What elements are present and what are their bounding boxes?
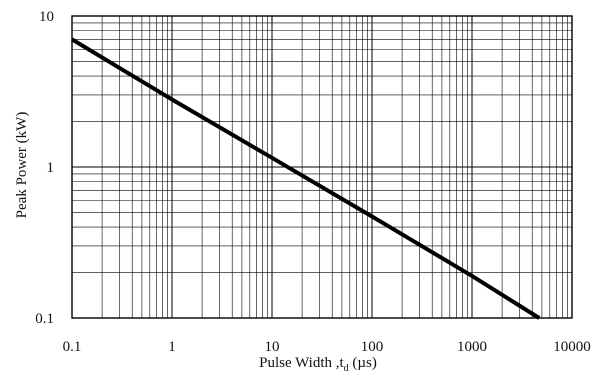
grid <box>72 16 572 318</box>
x-axis-label-subscript: d <box>344 363 349 374</box>
x-axis-label-unit: (µs) <box>349 355 377 371</box>
x-axis-label: Pulse Width ,td (µs) <box>259 355 377 374</box>
x-tick-label: 1000 <box>457 339 487 355</box>
x-tick-label: 100 <box>361 339 384 355</box>
series-group <box>70 37 541 320</box>
y-tick-labels: 0.1 1 10 <box>35 9 54 327</box>
plot-frame <box>71 15 573 319</box>
x-axis-label-main: Pulse Width ,t <box>259 355 344 371</box>
x-tick-labels: 0.1 1 10 100 1000 10000 <box>63 339 591 355</box>
series-line <box>70 37 541 320</box>
x-tick-label: 10 <box>265 339 280 355</box>
x-tick-label: 1 <box>168 339 176 355</box>
y-tick-label: 0.1 <box>35 311 54 327</box>
y-axis-label: Peak Power (kW) <box>14 112 30 219</box>
y-tick-label: 10 <box>39 9 54 25</box>
y-tick-label: 1 <box>47 160 55 176</box>
x-tick-label: 0.1 <box>63 339 82 355</box>
x-tick-label: 10000 <box>553 339 591 355</box>
